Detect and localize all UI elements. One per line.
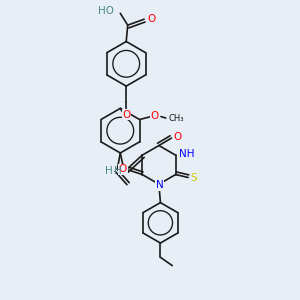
- Text: S: S: [191, 173, 197, 183]
- Text: O: O: [150, 111, 159, 121]
- Text: O: O: [147, 14, 156, 24]
- Text: H: H: [114, 166, 122, 176]
- Text: CH₃: CH₃: [169, 113, 184, 122]
- Text: O: O: [173, 132, 182, 142]
- Text: O: O: [122, 110, 130, 120]
- Text: NH: NH: [178, 149, 194, 159]
- Text: H: H: [105, 166, 113, 176]
- Text: O: O: [119, 164, 127, 174]
- Text: HO: HO: [98, 6, 114, 16]
- Text: N: N: [156, 180, 164, 190]
